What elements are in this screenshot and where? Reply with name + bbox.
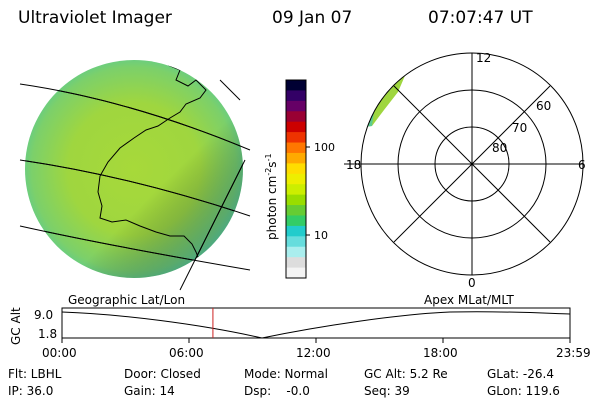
- mlt-label-6: 6: [578, 158, 586, 172]
- colorbar-segment: [286, 184, 306, 196]
- altitude-timeline: Geographic Lat/Lon Apex MLat/MLT GC Alt …: [9, 293, 591, 360]
- polar-plot: 12 0 18 6 60 70 80: [344, 51, 586, 290]
- mlat-label-70: 70: [512, 121, 527, 135]
- colorbar-segment: [286, 142, 306, 154]
- colorbar-segment: [286, 257, 306, 269]
- colorbar-segment: [286, 246, 306, 258]
- info-door: Door: Closed: [124, 367, 201, 381]
- info-gain: Gain: 14: [124, 384, 175, 398]
- timeline-tick-2359: 23:59: [556, 346, 591, 360]
- timeline-axis-name: GC Alt: [9, 307, 23, 345]
- info-ip: IP: 36.0: [8, 384, 54, 398]
- colorbar-segment: [286, 205, 306, 216]
- polar-data-patch: [361, 64, 410, 128]
- colorbar-segment: [286, 215, 306, 227]
- colorbar-segment: [286, 90, 306, 102]
- mlt-label-18: 18: [346, 158, 361, 172]
- colorbar-segment: [286, 163, 306, 175]
- colorbar-segment: [286, 111, 306, 123]
- altitude-curve: [61, 311, 571, 339]
- colorbar-segment: [286, 236, 306, 248]
- info-dsp: Dsp: -0.0: [244, 384, 310, 398]
- colorbar-segment: [286, 121, 306, 133]
- header-time: 07:07:47 UT: [428, 8, 533, 28]
- colorbar-segment: [286, 132, 306, 144]
- timeline-tick-1800: 18:00: [423, 346, 458, 360]
- colorbar-tick-10: 10: [314, 229, 328, 242]
- mlt-label-12: 12: [476, 51, 491, 65]
- earth-image: [19, 60, 251, 291]
- colorbar-segment: [286, 152, 306, 164]
- colorbar-segment: [286, 173, 306, 185]
- colorbar-segment: [286, 267, 306, 279]
- timeline-ymin: 1.8: [38, 327, 57, 341]
- colorbar-segment: [286, 100, 306, 112]
- info-gc-alt: GC Alt: 5.2 Re: [364, 367, 448, 381]
- timeline-tick-0600: 06:00: [169, 346, 204, 360]
- colorbar-segment: [286, 80, 306, 91]
- info-mode: Mode: Normal: [244, 367, 328, 381]
- colorbar-segment: [286, 194, 306, 206]
- colorbar-unit-label: photon cm-2s-1: [264, 153, 279, 240]
- timeline-tick-0000: 00:00: [42, 346, 77, 360]
- timeline-tick-1200: 12:00: [296, 346, 331, 360]
- coastline: [97, 64, 209, 269]
- mlat-label-80: 80: [492, 141, 507, 155]
- info-glat: GLat: -26.4: [487, 367, 554, 381]
- info-glon: GLon: 119.6: [487, 384, 560, 398]
- header-date: 09 Jan 07: [272, 8, 353, 28]
- timeline-right-title: Apex MLat/MLT: [424, 293, 514, 307]
- info-seq: Seq: 39: [364, 384, 410, 398]
- timeline-left-title: Geographic Lat/Lon: [68, 293, 185, 307]
- page-title: Ultraviolet Imager: [18, 8, 172, 28]
- colorbar-segment: [286, 225, 306, 237]
- info-filter: Flt: LBHL: [8, 367, 62, 381]
- timeline-ymax: 9.0: [34, 308, 53, 322]
- mlt-label-0: 0: [468, 276, 476, 290]
- mlat-label-60: 60: [536, 99, 551, 113]
- colorbar: 100 10 photon cm-2s-1: [264, 79, 335, 279]
- colorbar-tick-100: 100: [314, 141, 335, 154]
